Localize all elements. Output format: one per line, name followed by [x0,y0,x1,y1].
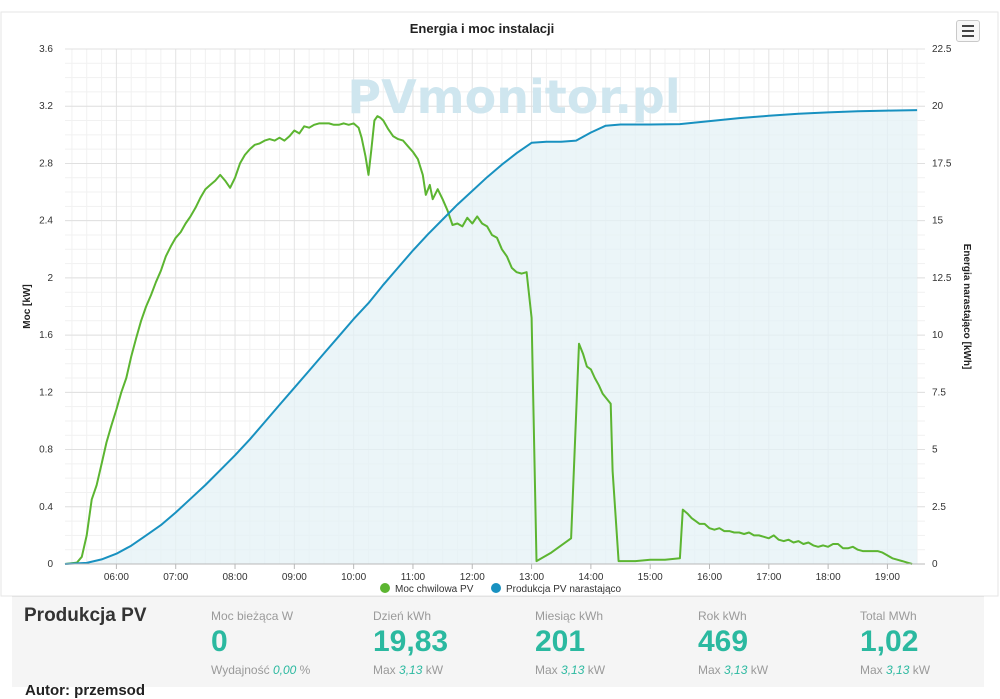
stat-value: 19,83 [373,625,449,658]
stat-sub-value: 3,13 [561,663,585,677]
x-tick-label: 07:00 [163,572,188,583]
y-left-tick-label: 3.2 [39,101,53,112]
energy-power-chart: PVmonitor.pl 0 0.4 0.8 1.2 1.6 2 2.4 2.8 3.2 3.6 0 2… [0,11,999,597]
x-tick-label: 16:00 [697,572,722,583]
legend-label-energy: Produkcja PV narastająco [506,584,622,595]
stat-year: Rok kWh 469 Max 3,13 kW [698,609,858,677]
stat-sub-value: 3,13 [724,663,748,677]
x-tick-label: 12:00 [460,572,485,583]
y-right-tick-label: 5 [932,445,938,456]
chart-canvas: PVmonitor.pl 0 0.4 0.8 1.2 1.6 2 2.4 2.8 3.2 3.6 0 2… [0,11,999,597]
stat-sub-unit: kW [587,663,606,677]
legend-marker-energy [491,583,501,593]
energy-area [65,110,918,564]
y-right-axis-title: Energia narastająco [kWh] [961,244,972,370]
stat-sub: Max 3,13 kW [698,663,858,677]
stat-label: Rok kWh [698,609,747,623]
x-tick-label: 10:00 [341,572,366,583]
legend-marker-power [380,583,390,593]
stat-sub: Wydajność 0,00 % [211,663,371,677]
stat-value: 1,02 [860,625,919,658]
x-tick-label: 14:00 [578,572,603,583]
watermark-text: PVmonitor.pl [347,70,680,124]
stat-sub: Max 3,13 kW [860,663,1000,677]
stat-sub: Max 3,13 kW [535,663,695,677]
stat-day: Dzień kWh 19,83 Max 3,13 kW [373,609,533,677]
x-tick-label: 17:00 [756,572,781,583]
x-tick-label: 19:00 [875,572,900,583]
x-tick-label: 18:00 [816,572,841,583]
x-tick-label: 08:00 [223,572,248,583]
y-right-tick-label: 7.5 [932,387,946,398]
stats-title: Produkcja PV [24,605,147,626]
y-left-tick-label: 0.8 [39,445,53,456]
stat-label: Total MWh [860,609,917,623]
stat-sub-unit: kW [750,663,769,677]
y-left-tick-label: 1.6 [39,330,53,341]
stat-sub-prefix: Max [373,663,396,677]
y-left-tick-label: 1.2 [39,387,53,398]
stat-label: Moc bieżąca W [211,609,294,623]
stat-sub-prefix: Max [535,663,558,677]
y-right-tick-label: 20 [932,101,944,112]
stat-sub-prefix: Max [860,663,883,677]
hamburger-menu-icon[interactable] [956,20,980,42]
stat-sub-unit: kW [425,663,444,677]
stat-sub: Max 3,13 kW [373,663,533,677]
y-left-tick-label: 2.8 [39,158,53,169]
stat-label: Miesiąc kWh [535,609,604,623]
stats-panel: Produkcja PV Moc bieżąca W 0 Wydajność 0… [12,596,984,687]
stat-sub-value: 3,13 [399,663,423,677]
y-left-tick-label: 2 [47,273,53,284]
x-tick-label: 06:00 [104,572,129,583]
chart-title: Energia i moc instalacji [410,21,555,36]
y-left-axis-title: Moc [kW] [22,284,33,328]
stat-sub-prefix: Wydajność [211,663,270,677]
y-right-tick-label: 12.5 [932,273,952,284]
power-series-line [64,115,913,565]
stat-sub-value: 3,13 [886,663,910,677]
stat-sub-prefix: Max [698,663,721,677]
y-right-tick-label: 22.5 [932,44,952,55]
stat-label: Dzień kWh [373,609,432,623]
y-left-tick-label: 2.4 [39,216,53,227]
x-tick-label: 13:00 [519,572,544,583]
stat-sub-unit: % [299,663,311,677]
y-left-tick-label: 3.6 [39,44,53,55]
stat-value: 0 [211,625,228,658]
stat-current-power: Moc bieżąca W 0 Wydajność 0,00 % [211,609,371,677]
stat-sub-value: 0,00 [272,663,297,677]
stat-value: 201 [535,625,586,658]
y-right-tick-label: 17.5 [932,158,952,169]
y-left-tick-label: 0.4 [39,502,53,513]
y-right-tick-label: 0 [932,559,938,570]
legend-label-power: Moc chwilowa PV [395,584,474,595]
y-right-tick-label: 10 [932,330,944,341]
x-tick-label: 09:00 [282,572,307,583]
stat-sub-unit: kW [912,663,931,677]
stat-value: 469 [698,625,749,658]
x-tick-label: 15:00 [638,572,663,583]
y-left-tick-label: 0 [47,559,53,570]
stat-total: Total MWh 1,02 Max 3,13 kW [860,609,1000,677]
y-right-tick-label: 2.5 [932,502,946,513]
energy-series-line [64,109,918,565]
stat-month: Miesiąc kWh 201 Max 3,13 kW [535,609,695,677]
y-right-tick-label: 15 [932,216,944,227]
x-tick-label: 11:00 [401,572,426,583]
